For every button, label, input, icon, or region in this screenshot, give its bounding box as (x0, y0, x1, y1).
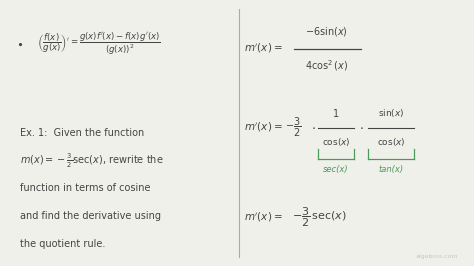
Text: $\sin(x)$: $\sin(x)$ (378, 107, 404, 119)
Text: $\cos(x)$: $\cos(x)$ (377, 136, 405, 148)
Text: $\bullet$: $\bullet$ (16, 39, 23, 48)
Text: $\cos(x)$: $\cos(x)$ (321, 136, 350, 148)
Text: sec(x): sec(x) (323, 165, 349, 174)
Text: $\cdot$: $\cdot$ (359, 121, 363, 134)
Text: function in terms of cosine: function in terms of cosine (20, 183, 151, 193)
Text: $m'(x) =$: $m'(x) =$ (244, 121, 283, 134)
Text: algebros.com: algebros.com (416, 254, 458, 259)
Text: $-\dfrac{3}{2}\,\mathrm{sec}(x)$: $-\dfrac{3}{2}\,\mathrm{sec}(x)$ (292, 206, 347, 229)
Text: $m'(x) =$: $m'(x) =$ (244, 210, 283, 224)
Text: the quotient rule.: the quotient rule. (20, 239, 106, 248)
Text: $m(x) = -\frac{3}{2}\mathrm{sec}(x)$, rewrite the: $m(x) = -\frac{3}{2}\mathrm{sec}(x)$, re… (20, 152, 164, 170)
Text: Ex. 1:  Given the function: Ex. 1: Given the function (20, 128, 145, 138)
Text: $1$: $1$ (332, 107, 339, 119)
Text: tan(x): tan(x) (379, 165, 404, 174)
Text: $\left(\dfrac{f(x)}{g(x)}\right)^{\prime} = \dfrac{g(x)f^{\prime}(x) - f(x)g^{\p: $\left(\dfrac{f(x)}{g(x)}\right)^{\prime… (36, 31, 161, 57)
Text: $-\dfrac{3}{2}$: $-\dfrac{3}{2}$ (285, 116, 302, 139)
Text: $4\cos^2(x)$: $4\cos^2(x)$ (305, 59, 348, 73)
Text: $-6\sin(x)$: $-6\sin(x)$ (305, 25, 348, 38)
Text: $\cdot$: $\cdot$ (311, 121, 316, 134)
Text: and find the derivative using: and find the derivative using (20, 211, 161, 221)
Text: $m'(x) =$: $m'(x) =$ (244, 42, 283, 56)
